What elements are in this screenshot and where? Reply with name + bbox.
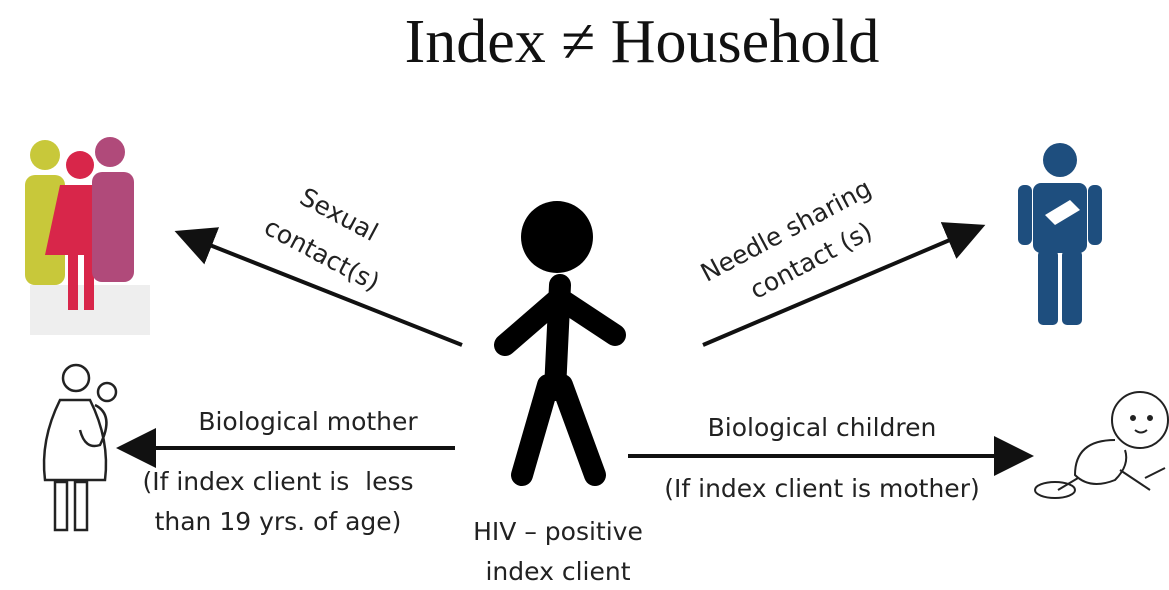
title: Index ≠ Household bbox=[405, 8, 880, 76]
mother-icon bbox=[44, 365, 116, 530]
edge-label: Biological mother bbox=[198, 407, 418, 436]
sexual-contacts-icon bbox=[25, 137, 150, 335]
center-label: index client bbox=[485, 557, 630, 586]
edge-note: than 19 yrs. of age) bbox=[155, 507, 402, 536]
diagram: Index ≠ Household Sexual contact(s) Need… bbox=[0, 0, 1169, 590]
center-label: HIV – positive bbox=[473, 517, 643, 546]
baby-icon bbox=[1035, 392, 1168, 498]
edge-note: (If index client is less bbox=[142, 467, 413, 496]
needle-contact-icon bbox=[1018, 143, 1102, 325]
index-client-figure bbox=[505, 201, 615, 475]
edge-note: (If index client is mother) bbox=[664, 474, 979, 503]
edge-label: Biological children bbox=[708, 413, 937, 442]
